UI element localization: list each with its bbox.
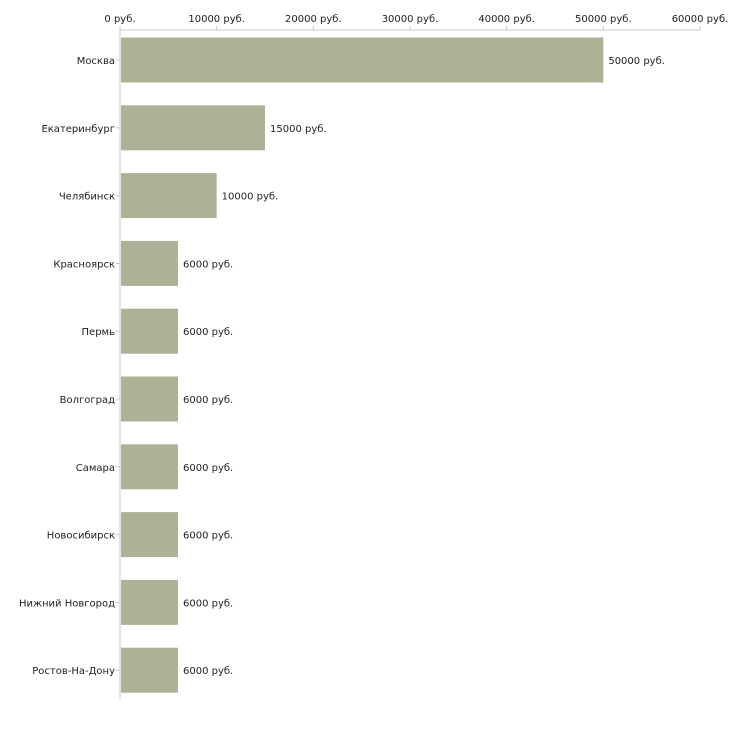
value-label: 6000 руб. [183, 463, 233, 474]
value-label: 50000 руб. [608, 56, 665, 67]
x-tick-label: 20000 руб. [285, 14, 342, 25]
category-label: Ростов-На-Дону [32, 666, 115, 677]
bar [121, 579, 178, 625]
bar [121, 376, 178, 422]
category-label: Волгоград [60, 395, 115, 406]
bars-group [121, 37, 604, 693]
value-label: 6000 руб. [183, 327, 233, 338]
x-tick-label: 40000 руб. [478, 14, 535, 25]
bar [121, 308, 178, 354]
bar [121, 105, 265, 151]
bar [121, 240, 178, 286]
category-label: Самара [76, 463, 115, 474]
category-label: Челябинск [59, 192, 115, 203]
category-label: Екатеринбург [41, 124, 115, 135]
category-label: Красноярск [53, 259, 115, 270]
value-labels-group: 50000 руб. 15000 руб. 10000 руб. 6000 руб. 6… [183, 56, 665, 677]
value-label: 15000 руб. [270, 124, 327, 135]
x-tick-label: 30000 руб. [382, 14, 439, 25]
category-label: Нижний Новгород [19, 598, 115, 609]
category-label: Новосибирск [47, 531, 115, 542]
x-tick-label: 0 руб. [104, 14, 135, 25]
y-axis: Москва Екатеринбург Челябинск Красноярск Пер… [19, 30, 121, 700]
value-label: 6000 руб. [183, 666, 233, 677]
value-label: 6000 руб. [183, 531, 233, 542]
value-label: 6000 руб. [183, 259, 233, 270]
value-label: 10000 руб. [222, 192, 279, 203]
bar [121, 173, 217, 219]
category-label: Пермь [82, 327, 116, 338]
x-tick-label: 50000 руб. [575, 14, 632, 25]
bar [121, 512, 178, 558]
bar [121, 444, 178, 490]
value-label: 6000 руб. [183, 395, 233, 406]
category-label: Москва [77, 56, 115, 67]
value-label: 6000 руб. [183, 598, 233, 609]
bar [121, 647, 178, 693]
x-tick-label: 60000 руб. [672, 14, 729, 25]
bar [121, 37, 604, 83]
x-axis: 0 руб. 10000 руб. 20000 руб. 30000 руб. 4000… [104, 14, 729, 31]
x-tick-label: 10000 руб. [188, 14, 245, 25]
